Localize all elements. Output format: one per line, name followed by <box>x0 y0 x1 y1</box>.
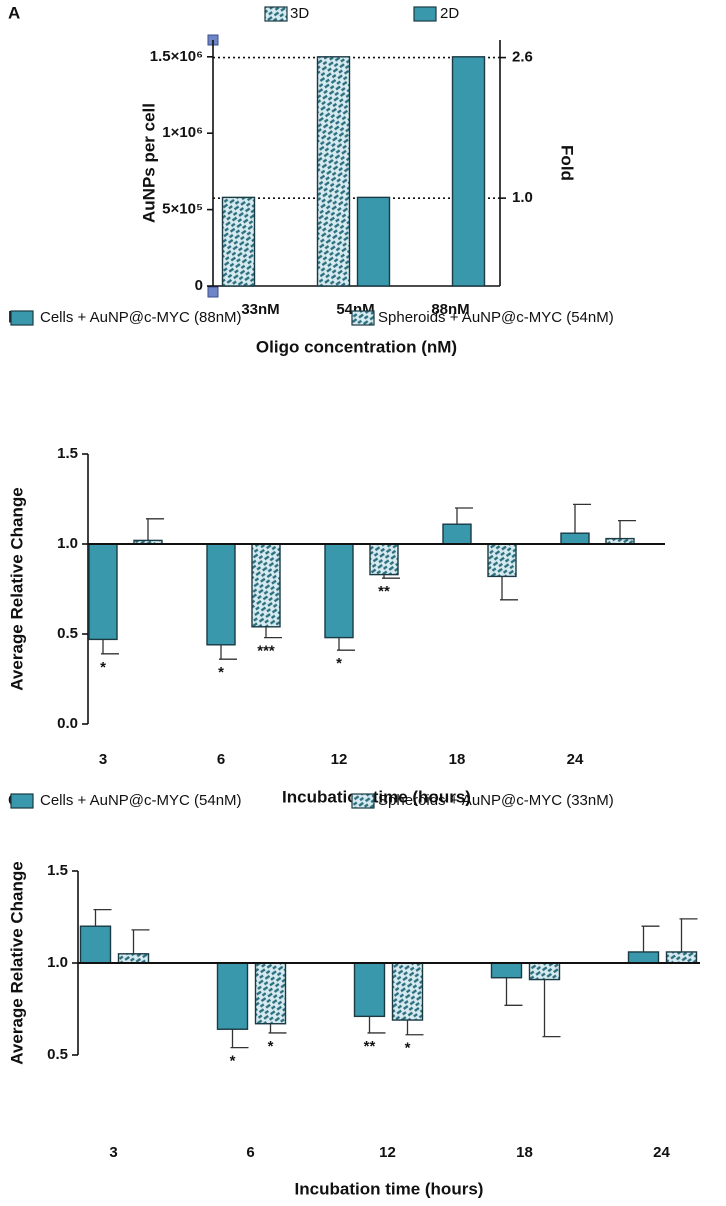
significance: *** <box>257 643 275 660</box>
bar <box>117 953 150 964</box>
legend-label: Spheroids + AuNP@c-MYC (54nM) <box>378 309 614 326</box>
error-bar <box>679 918 698 952</box>
y-axis-title: Average Relative Change <box>7 487 26 690</box>
x-tick-label: 88nM <box>431 301 469 318</box>
bar <box>487 543 517 578</box>
significance: * <box>218 664 224 681</box>
legend-swatch <box>351 310 375 326</box>
error-bar <box>230 1029 249 1049</box>
error-bar <box>573 503 591 534</box>
x-tick-label: 24 <box>653 1144 670 1161</box>
significance: * <box>100 659 106 676</box>
significance: * <box>405 1040 411 1057</box>
error-bar <box>268 1023 287 1034</box>
bar <box>665 951 698 964</box>
error-bar <box>131 929 150 954</box>
error-bar <box>382 574 400 579</box>
y-tick-label: 0 <box>195 277 203 294</box>
legend-swatch <box>10 793 34 809</box>
significance: * <box>268 1038 274 1055</box>
significance: ** <box>378 583 390 600</box>
bar <box>627 951 660 964</box>
error-bar <box>504 977 523 1006</box>
x-axis-title: Incubation time (hours) <box>295 1179 484 1198</box>
y2-axis-title: Fold <box>558 145 577 181</box>
y2-tick-label: 2.6 <box>512 49 533 66</box>
bar <box>316 56 351 287</box>
legend-label: 3D <box>290 5 309 22</box>
y-tick-label: 1.5 <box>47 862 68 879</box>
x-tick-label: 24 <box>567 751 584 768</box>
error-bar <box>146 518 164 541</box>
legend-swatch <box>10 310 34 326</box>
bar <box>391 962 424 1021</box>
bar <box>254 962 287 1025</box>
error-bar <box>219 644 237 660</box>
significance: * <box>336 655 342 672</box>
error-bar <box>101 639 119 655</box>
x-axis-title: Incubation time (hours) <box>282 787 471 806</box>
bar <box>560 532 590 545</box>
legend-label: Spheroids + AuNP@c-MYC (33nM) <box>378 792 614 809</box>
bar <box>216 962 249 1030</box>
bar <box>221 196 256 287</box>
bar <box>206 543 236 646</box>
y-tick-label: 0.5 <box>57 625 78 642</box>
error-bar <box>264 626 282 639</box>
y-axis-title: Average Relative Change <box>7 861 26 1064</box>
panel-label: A <box>8 3 20 22</box>
x-tick-label: 12 <box>331 751 348 768</box>
legend-label: Cells + AuNP@c-MYC (88nM) <box>40 309 242 326</box>
bar <box>353 962 386 1018</box>
legend-label: Cells + AuNP@c-MYC (54nM) <box>40 792 242 809</box>
x-tick-label: 18 <box>516 1144 533 1161</box>
bar <box>451 56 486 287</box>
error-bar <box>542 979 561 1038</box>
bar <box>324 543 354 639</box>
y-axis-title: AuNPs per cell <box>139 103 158 223</box>
y-tick-label: 5×10⁵ <box>162 201 203 218</box>
x-tick-label: 3 <box>99 751 107 768</box>
bar <box>528 962 561 981</box>
error-bar <box>337 637 355 651</box>
y-tick-label: 1.0 <box>57 535 78 552</box>
x-tick-label: 6 <box>246 1144 254 1161</box>
error-bar <box>367 1016 386 1034</box>
x-tick-label: 18 <box>449 751 466 768</box>
x-tick-label: 6 <box>217 751 225 768</box>
legend-label: 2D <box>440 5 459 22</box>
error-bar <box>455 507 473 525</box>
x-axis-title: Oligo concentration (nM) <box>256 337 457 356</box>
y2-tick-label: 1.0 <box>512 189 533 206</box>
legend-swatch <box>351 793 375 809</box>
bar <box>88 543 118 641</box>
y-tick-label: 1.5 <box>57 445 78 462</box>
legend-swatch <box>264 6 288 22</box>
x-tick-label: 33nM <box>241 301 279 318</box>
significance: * <box>230 1053 236 1070</box>
x-tick-label: 3 <box>109 1144 117 1161</box>
error-bar <box>93 908 112 927</box>
bar <box>369 543 399 576</box>
error-bar <box>405 1020 424 1036</box>
legend-swatch <box>413 6 437 22</box>
bar <box>251 543 281 628</box>
bar <box>79 925 112 964</box>
error-bar <box>618 519 636 539</box>
bar <box>442 523 472 545</box>
error-bar <box>641 925 660 952</box>
error-bar <box>500 576 518 601</box>
y-tick-label: 1.5×10⁶ <box>150 48 203 65</box>
bar <box>356 196 391 287</box>
significance: ** <box>364 1038 376 1055</box>
y-tick-label: 0.0 <box>57 715 78 732</box>
bar <box>490 962 523 979</box>
y-tick-label: 0.5 <box>47 1046 68 1063</box>
y-tick-label: 1×10⁶ <box>162 124 203 141</box>
x-tick-label: 12 <box>379 1144 396 1161</box>
y-tick-label: 1.0 <box>47 954 68 971</box>
axis-handle <box>207 286 219 298</box>
